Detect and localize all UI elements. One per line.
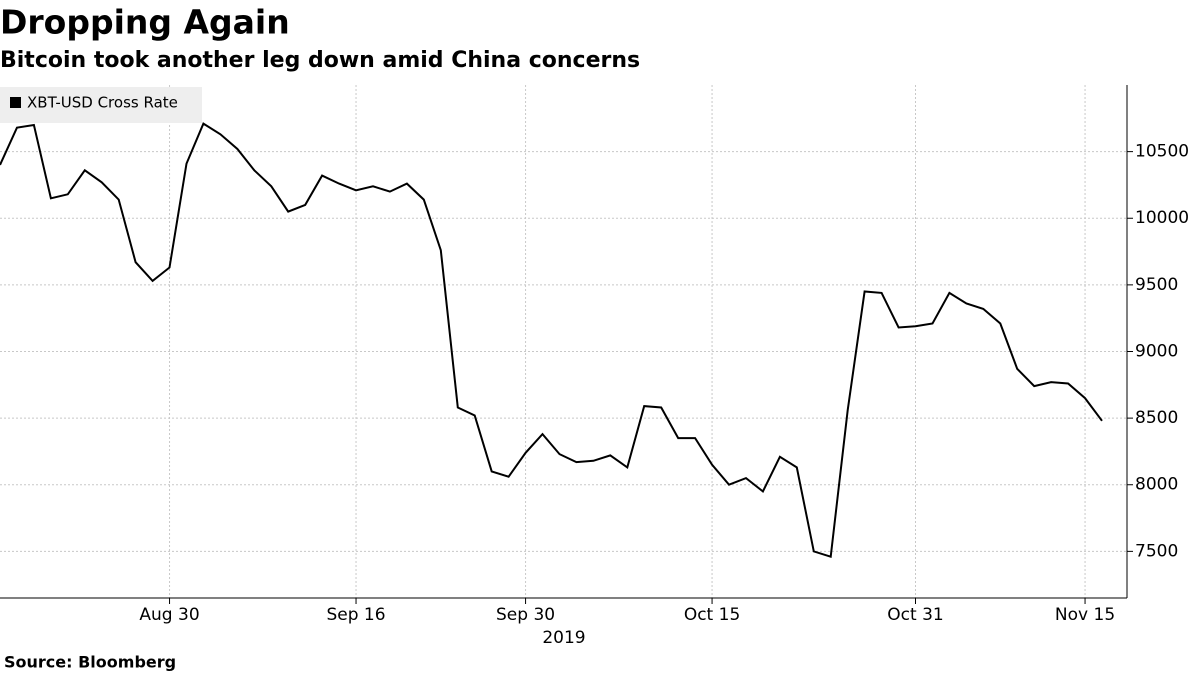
y-tick-label: 10000: [1135, 208, 1189, 228]
y-tick-label: 8500: [1135, 408, 1178, 428]
legend-label: XBT-USD Cross Rate: [27, 94, 178, 112]
line-series: [0, 122, 1103, 559]
legend-swatch: [10, 97, 21, 108]
y-tick-label: 10500: [1135, 142, 1189, 162]
x-tick-label: Aug 30: [139, 605, 199, 625]
x-tick-label: Oct 15: [684, 605, 740, 625]
y-tick-label: 8000: [1135, 475, 1178, 495]
y-tick-label: 9000: [1135, 341, 1178, 361]
x-tick-label: Oct 31: [887, 605, 943, 625]
chart-title: Dropping Again: [0, 3, 290, 42]
x-tick-label: Sep 30: [496, 605, 555, 625]
y-tick-label: 7500: [1135, 541, 1178, 561]
legend-box: [0, 87, 202, 123]
legend: XBT-USD Cross Rate: [0, 87, 202, 123]
chart-subtitle: Bitcoin took another leg down amid China…: [0, 48, 640, 73]
y-tick-label: 9500: [1135, 275, 1178, 295]
source: Source: Bloomberg: [4, 653, 176, 672]
x-tick-label: Nov 15: [1055, 605, 1115, 625]
x-tick-label: Sep 16: [326, 605, 385, 625]
x-sublabel: 2019: [542, 628, 585, 648]
